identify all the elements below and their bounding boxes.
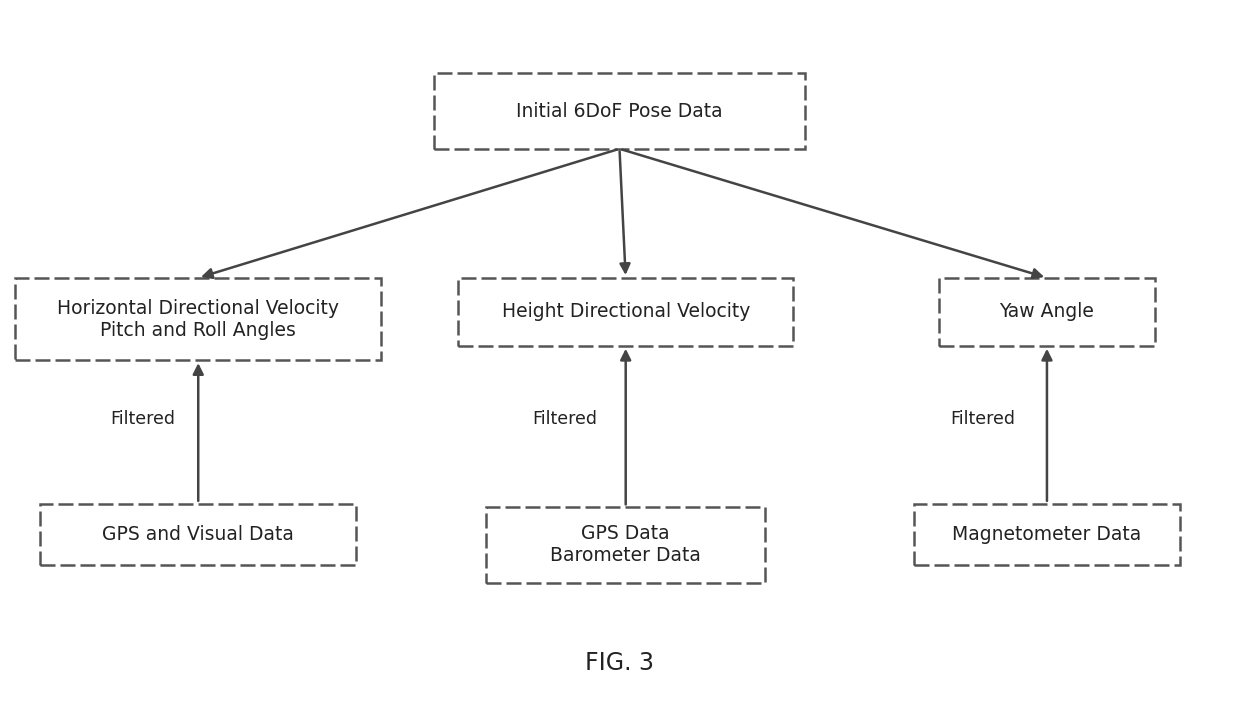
Text: Filtered: Filtered <box>533 410 597 429</box>
Text: Magnetometer Data: Magnetometer Data <box>953 525 1141 543</box>
Text: Height Directional Velocity: Height Directional Velocity <box>502 303 750 321</box>
FancyBboxPatch shape <box>913 503 1180 565</box>
FancyBboxPatch shape <box>434 74 805 149</box>
Text: Filtered: Filtered <box>950 410 1015 429</box>
Text: GPS and Visual Data: GPS and Visual Data <box>103 525 294 543</box>
Text: FIG. 3: FIG. 3 <box>585 651 654 675</box>
Text: Initial 6DoF Pose Data: Initial 6DoF Pose Data <box>517 102 722 120</box>
FancyBboxPatch shape <box>458 278 793 346</box>
Text: Horizontal Directional Velocity
Pitch and Roll Angles: Horizontal Directional Velocity Pitch an… <box>57 298 339 340</box>
Text: GPS Data
Barometer Data: GPS Data Barometer Data <box>550 524 701 566</box>
FancyBboxPatch shape <box>16 277 382 360</box>
Text: Filtered: Filtered <box>110 410 175 429</box>
FancyBboxPatch shape <box>486 508 766 582</box>
FancyBboxPatch shape <box>40 503 357 565</box>
FancyBboxPatch shape <box>938 278 1155 346</box>
Text: Yaw Angle: Yaw Angle <box>1000 303 1094 321</box>
